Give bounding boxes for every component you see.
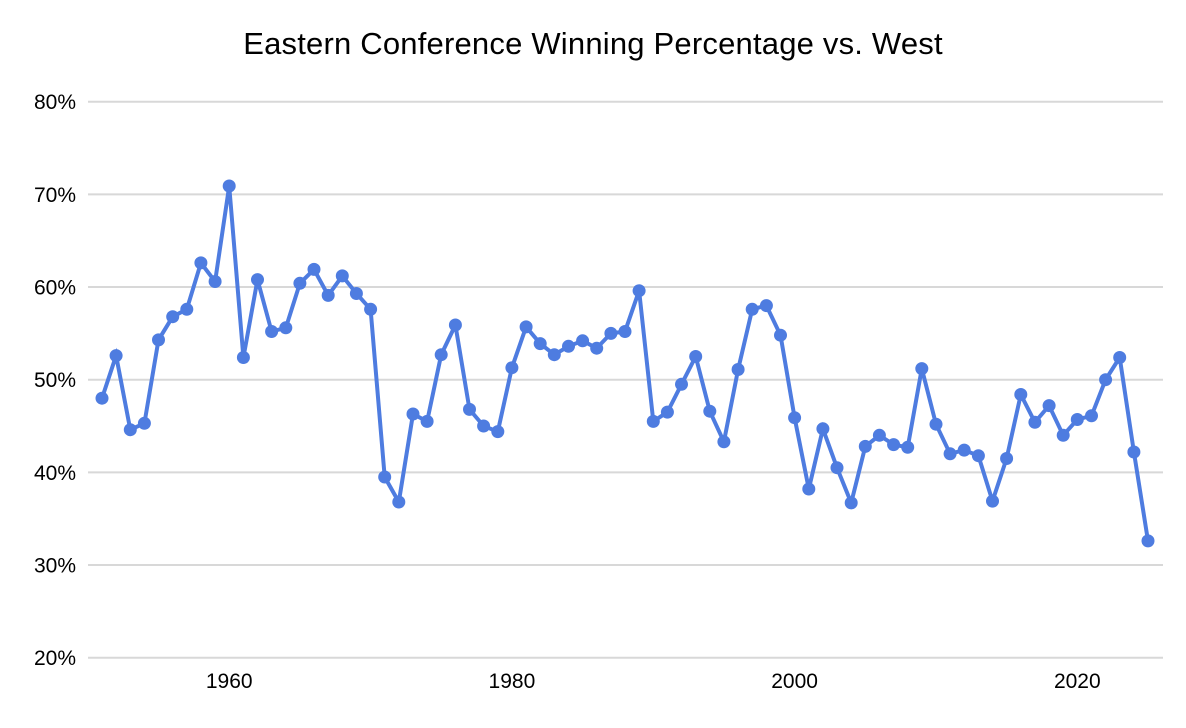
y-tick-label: 80% [34, 91, 76, 114]
data-point[interactable] [180, 302, 194, 316]
data-point[interactable] [1014, 388, 1028, 401]
y-tick-label: 40% [34, 462, 76, 485]
data-point[interactable] [830, 461, 844, 475]
data-point[interactable] [463, 402, 476, 416]
data-point[interactable] [1070, 413, 1084, 426]
data-point[interactable] [943, 447, 957, 461]
data-point[interactable] [392, 495, 406, 509]
data-point[interactable] [279, 321, 293, 335]
data-point[interactable] [222, 179, 236, 193]
data-point[interactable] [844, 496, 858, 510]
data-point[interactable] [774, 328, 787, 342]
y-axis-tick-labels: 80% 70% 60% 50% 40% 30% 20% [34, 91, 76, 670]
data-point[interactable] [788, 411, 802, 425]
data-line [100, 185, 1150, 542]
data-point[interactable] [1042, 399, 1056, 413]
data-point[interactable] [434, 348, 448, 362]
data-point[interactable] [194, 256, 208, 270]
gridlines [88, 100, 1163, 659]
data-point[interactable] [576, 334, 590, 348]
data-point[interactable] [349, 287, 363, 300]
data-point[interactable] [123, 423, 137, 437]
data-point[interactable] [604, 326, 618, 340]
data-point[interactable] [929, 417, 943, 431]
data-point[interactable] [420, 414, 434, 428]
data-point[interactable] [971, 449, 985, 463]
data-point[interactable] [1127, 445, 1141, 459]
data-point[interactable] [166, 310, 180, 324]
data-point[interactable] [251, 273, 264, 287]
y-tick-label: 20% [34, 647, 76, 670]
data-point[interactable] [533, 337, 547, 351]
data-point[interactable] [590, 341, 604, 355]
x-tick-label: 1980 [489, 670, 536, 693]
data-point[interactable] [816, 422, 830, 436]
x-axis-tick-labels: 1960 1980 2000 2020 [206, 670, 1101, 693]
data-point[interactable] [717, 435, 731, 449]
y-tick-label: 50% [34, 369, 76, 392]
data-point[interactable] [1113, 351, 1127, 364]
x-tick-label: 1960 [206, 670, 253, 693]
data-point[interactable] [364, 302, 378, 316]
data-point[interactable] [901, 440, 915, 454]
data-point[interactable] [562, 339, 575, 353]
data-point[interactable] [95, 391, 109, 405]
data-point[interactable] [986, 494, 999, 508]
data-point[interactable] [137, 416, 151, 430]
data-point[interactable] [887, 438, 901, 452]
data-point[interactable] [406, 407, 420, 421]
data-point[interactable] [675, 377, 688, 391]
data-point[interactable] [1141, 534, 1155, 548]
x-tick-label: 2000 [771, 670, 818, 693]
data-point[interactable] [689, 350, 703, 363]
series-line [100, 185, 1150, 542]
data-point[interactable] [703, 404, 717, 418]
data-point[interactable] [109, 349, 123, 363]
data-point[interactable] [1056, 428, 1070, 442]
data-point[interactable] [321, 288, 335, 302]
data-point[interactable] [759, 299, 773, 313]
data-point[interactable] [1000, 452, 1014, 465]
data-point[interactable] [646, 414, 660, 428]
y-tick-label: 30% [34, 555, 76, 578]
y-tick-label: 70% [34, 184, 76, 207]
data-point[interactable] [660, 405, 674, 419]
data-point[interactable] [307, 262, 321, 276]
data-point[interactable] [731, 363, 745, 376]
data-point[interactable] [505, 361, 519, 375]
data-point[interactable] [236, 351, 250, 364]
data-point[interactable] [1099, 373, 1113, 387]
data-point[interactable] [448, 318, 462, 332]
data-point[interactable] [293, 276, 307, 290]
data-point[interactable] [519, 320, 533, 334]
y-tick-label: 60% [34, 277, 76, 300]
data-point[interactable] [745, 302, 759, 316]
data-point[interactable] [915, 362, 929, 376]
data-point[interactable] [335, 269, 349, 283]
data-point[interactable] [152, 333, 165, 347]
data-point[interactable] [1028, 415, 1042, 429]
data-point[interactable] [477, 419, 491, 433]
data-point[interactable] [618, 325, 632, 338]
data-point[interactable] [632, 284, 646, 298]
chart-title: Eastern Conference Winning Percentage vs… [243, 26, 943, 61]
data-point[interactable] [547, 348, 561, 362]
data-point[interactable] [491, 425, 505, 439]
data-point[interactable] [872, 428, 886, 442]
data-point[interactable] [378, 470, 392, 484]
data-point[interactable] [802, 482, 816, 496]
data-point[interactable] [208, 275, 222, 288]
x-tick-label: 2020 [1054, 670, 1101, 693]
data-point[interactable] [858, 439, 872, 453]
data-point[interactable] [265, 325, 279, 338]
data-points [95, 179, 1155, 548]
data-point[interactable] [1085, 409, 1098, 423]
data-point[interactable] [957, 443, 971, 457]
